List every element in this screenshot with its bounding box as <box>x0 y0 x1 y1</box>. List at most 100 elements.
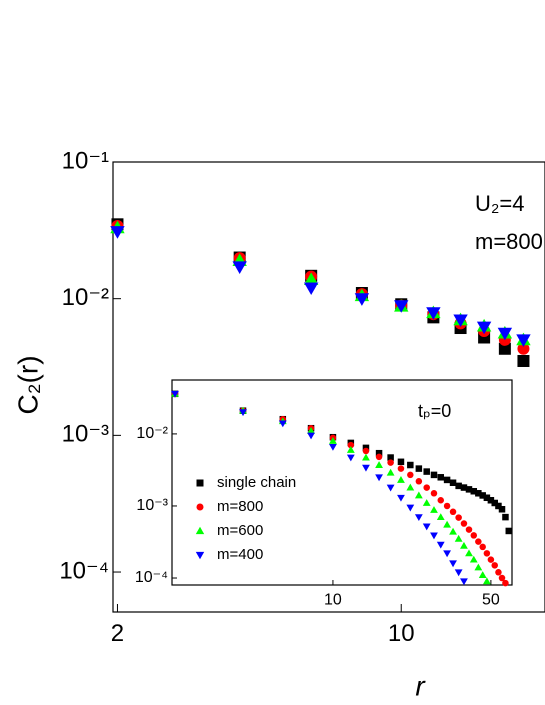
marker <box>491 499 498 507</box>
marker <box>437 497 445 504</box>
marker <box>460 541 468 549</box>
marker <box>505 527 513 535</box>
marker <box>196 503 204 511</box>
marker <box>397 465 405 472</box>
marker <box>232 261 247 275</box>
marker <box>453 314 468 328</box>
marker <box>171 390 179 398</box>
x-tick-label: 50 <box>482 591 500 608</box>
marker <box>397 475 405 483</box>
marker <box>195 526 205 535</box>
marker <box>414 491 423 499</box>
marker <box>470 532 478 539</box>
annotation: m=800 <box>475 229 543 254</box>
marker <box>329 443 337 451</box>
marker <box>347 441 355 449</box>
marker <box>386 484 395 492</box>
y-tick-label: 10⁻⁴ <box>135 569 168 586</box>
marker <box>415 465 423 472</box>
marker <box>479 492 486 499</box>
x-axis-label: r <box>415 670 426 701</box>
marker <box>497 327 513 341</box>
y-tick-label: 10⁻⁴ <box>59 557 109 584</box>
marker <box>423 484 430 491</box>
marker <box>354 293 370 306</box>
legend-label: m=400 <box>217 546 263 563</box>
marker <box>516 334 531 348</box>
marker <box>476 321 492 335</box>
marker <box>430 506 438 513</box>
marker <box>436 513 445 521</box>
x-tick-label: 2 <box>111 620 124 647</box>
marker <box>491 562 498 569</box>
marker <box>375 449 383 457</box>
marker <box>465 549 473 557</box>
marker <box>449 479 457 486</box>
marker <box>407 461 414 469</box>
marker <box>397 458 405 466</box>
marker <box>394 300 409 313</box>
y-tick-label: 10⁻¹ <box>62 147 109 174</box>
marker <box>436 541 445 549</box>
marker <box>517 354 530 367</box>
marker <box>455 482 462 490</box>
marker <box>454 534 463 542</box>
marker <box>397 494 405 502</box>
marker <box>449 527 457 535</box>
marker <box>196 479 204 487</box>
marker <box>430 490 438 497</box>
y-axis-label: C₂(r) <box>12 355 43 414</box>
marker <box>375 461 383 468</box>
marker <box>414 514 423 522</box>
legend-label: single chain <box>217 474 296 491</box>
marker <box>454 569 463 577</box>
marker <box>495 502 502 510</box>
marker <box>362 464 370 472</box>
marker <box>110 226 125 239</box>
marker <box>239 409 247 417</box>
marker <box>495 569 502 576</box>
marker <box>387 459 394 466</box>
marker <box>430 471 438 479</box>
marker <box>443 502 451 510</box>
marker <box>437 474 445 481</box>
x-tick-label: 10 <box>324 591 342 608</box>
marker <box>487 556 495 563</box>
marker <box>443 476 451 484</box>
marker <box>307 427 315 434</box>
y-tick-label: 10⁻³ <box>136 497 168 514</box>
marker <box>483 494 491 502</box>
marker <box>478 571 487 578</box>
marker <box>502 513 509 521</box>
marker <box>362 453 370 461</box>
marker <box>195 551 205 560</box>
marker <box>329 436 337 444</box>
marker <box>465 486 473 493</box>
y-tick-label: 10⁻² <box>136 425 168 442</box>
marker <box>406 504 415 512</box>
marker <box>346 454 355 462</box>
marker <box>443 520 451 528</box>
marker <box>474 563 483 571</box>
marker <box>415 478 423 485</box>
marker <box>407 471 414 479</box>
annotation: tₚ=0 <box>418 401 451 421</box>
marker <box>498 342 511 355</box>
marker <box>426 307 441 320</box>
marker <box>475 538 482 545</box>
marker <box>386 468 395 476</box>
legend-label: m=800 <box>217 498 263 515</box>
marker <box>479 543 486 551</box>
marker <box>460 520 468 527</box>
marker <box>449 560 457 568</box>
annotation: U₂=4 <box>475 191 525 216</box>
marker <box>498 506 506 513</box>
marker <box>375 474 383 482</box>
marker <box>430 532 438 540</box>
marker <box>422 523 431 531</box>
y-tick-label: 10⁻² <box>62 284 109 311</box>
marker <box>406 483 415 491</box>
marker <box>502 579 509 587</box>
marker <box>483 550 491 557</box>
